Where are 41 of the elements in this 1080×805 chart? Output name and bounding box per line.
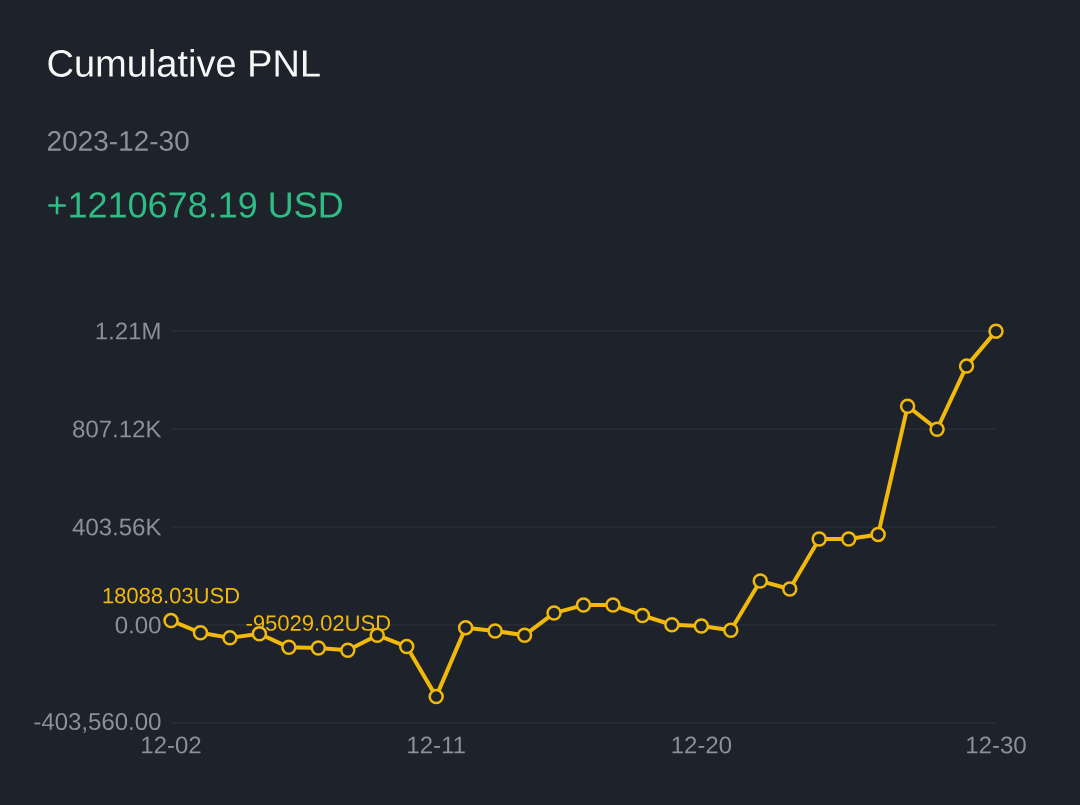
point (723, 622, 739, 639)
point (546, 605, 562, 621)
x-tick-label: 12-11 (408, 736, 465, 754)
point (398, 638, 415, 655)
point (310, 640, 327, 656)
point (840, 531, 857, 547)
x-tick-label: 12-20 (672, 736, 732, 754)
point (516, 627, 533, 643)
point (988, 323, 1004, 339)
point (929, 421, 945, 438)
point (457, 619, 474, 636)
point (192, 625, 209, 641)
y-tick-label: 807.12K (73, 420, 162, 438)
point (575, 597, 592, 613)
point (487, 623, 503, 639)
point (693, 618, 710, 634)
point (899, 398, 916, 414)
point (752, 573, 769, 589)
y-tick-label: 403.56K (72, 518, 162, 536)
y-tick-label: 0.00 (115, 616, 161, 634)
chart-title: Cumulative PNL (48, 49, 320, 77)
text: +1210678.19 USD (48, 192, 342, 218)
point (163, 612, 179, 629)
point (664, 616, 680, 633)
point (428, 688, 444, 705)
point (605, 597, 621, 613)
point (340, 642, 356, 658)
y-tick-label: -403,560.00 (34, 713, 161, 733)
point (222, 630, 238, 646)
x-tick-label: 12-30 (967, 736, 1026, 754)
y-tick-label: 1.21M (96, 322, 160, 340)
x-tick-label: 12-02 (142, 736, 201, 754)
point (870, 526, 886, 543)
point (811, 531, 827, 547)
chart-subtitle: 2023-12-30 (47, 131, 189, 151)
point (782, 581, 798, 597)
data-label: 18088.03USD (103, 587, 240, 604)
point (958, 358, 975, 374)
point (281, 639, 297, 656)
point (634, 607, 651, 624)
data-label: -95029.02USD (246, 615, 391, 631)
